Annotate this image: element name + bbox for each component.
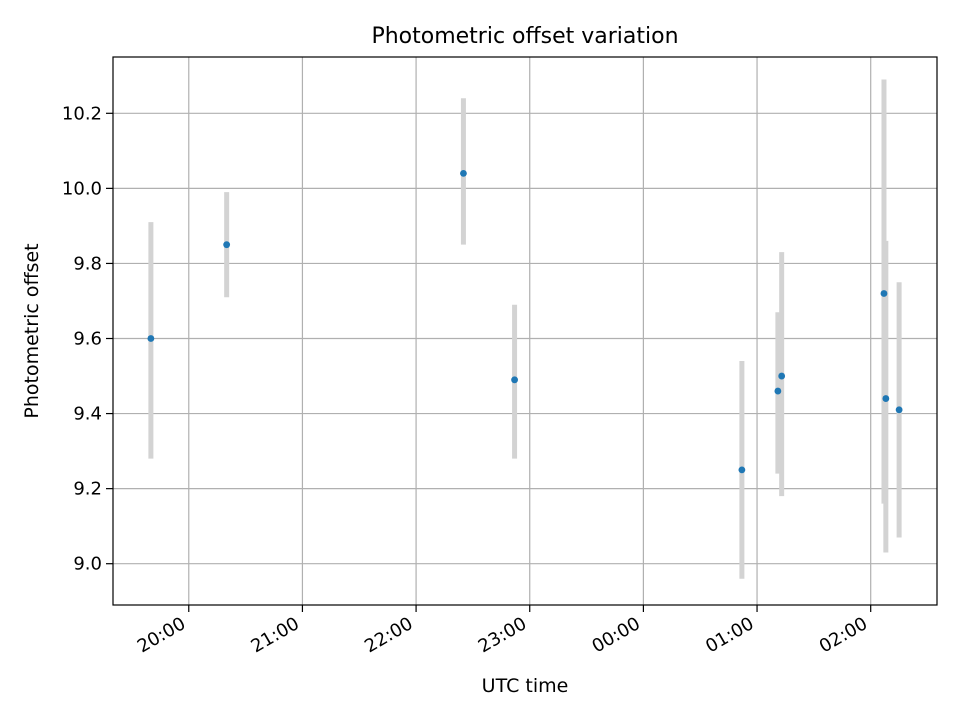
data-point — [738, 466, 746, 474]
x-tick-label: 23:00 — [475, 613, 530, 657]
data-point — [778, 372, 786, 380]
grid-layer — [113, 57, 937, 605]
tick-layer: 20:00 21:00 22:00 23:00 00:00 01:00 02:00 9.0 9.… — [62, 103, 872, 657]
x-tick-label: 21:00 — [248, 613, 303, 657]
data-point — [460, 169, 467, 177]
y-tick-label: 9.2 — [73, 479, 102, 500]
data-point — [223, 241, 231, 249]
y-tick-label: 9.0 — [73, 554, 102, 575]
x-tick-label: 01:00 — [702, 613, 757, 657]
y-tick-label: 9.6 — [73, 329, 102, 350]
plot-frame — [112, 56, 938, 606]
x-tick-label: 22:00 — [361, 613, 416, 657]
chart-title: Photometric offset variation — [371, 24, 678, 49]
data-point — [511, 376, 518, 384]
y-tick-label: 9.4 — [73, 404, 102, 425]
data-point — [895, 406, 903, 414]
data-point — [774, 387, 782, 395]
data-point — [147, 335, 155, 342]
point-layer — [147, 169, 903, 474]
y-axis-label: Photometric offset — [21, 243, 43, 418]
x-tick-label: 00:00 — [588, 613, 643, 657]
x-tick-label: 20:00 — [134, 613, 189, 657]
y-tick-label: 10.0 — [62, 178, 102, 199]
x-tick-label: 02:00 — [816, 613, 871, 657]
y-tick-label: 9.8 — [73, 253, 102, 274]
x-axis-label: UTC time — [482, 675, 569, 697]
errorbar-layer — [148, 79, 902, 579]
data-point — [880, 290, 888, 297]
y-tick-label: 10.2 — [62, 103, 102, 124]
data-point — [882, 395, 890, 402]
